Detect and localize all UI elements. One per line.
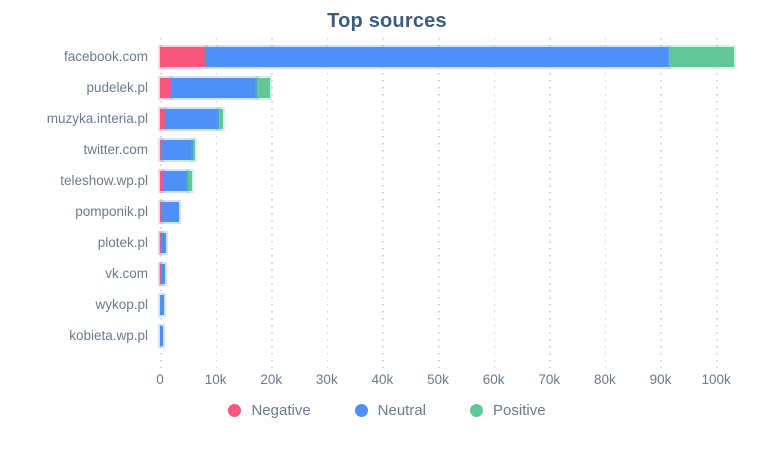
gridline-40k [382, 38, 385, 368]
x-tick-100k: 100k [701, 372, 731, 387]
category-label: kobieta.wp.pl [69, 328, 148, 343]
gridline-70k [549, 38, 551, 368]
x-tick-50k: 50k [427, 372, 449, 387]
legend-dot-negative [228, 404, 242, 417]
bar-row-vk.com: vk.com [0, 258, 774, 289]
category-label: plotek.pl [97, 235, 148, 250]
x-tick-30k: 30k [315, 372, 338, 387]
bar-segment-neutral[interactable] [160, 232, 167, 253]
gridline-80k [604, 38, 607, 368]
bar-segment-neutral[interactable] [161, 139, 193, 160]
bar-track [160, 108, 740, 129]
x-tick-80k: 80k [593, 372, 616, 387]
x-tick-60k: 60k [482, 372, 505, 387]
chart-title: Top sources [327, 10, 447, 32]
legend-label: Positive [493, 402, 546, 419]
legend-item-positive[interactable]: Positive [470, 402, 546, 419]
gridline-30k [326, 38, 329, 368]
gridline-60k [493, 38, 496, 368]
bar-track [160, 170, 740, 191]
x-tick-0: 0 [156, 372, 164, 387]
bar-segment-negative[interactable] [160, 77, 172, 98]
bar-row-pudelek.pl: pudelek.pl [0, 72, 774, 103]
bar-segment-neutral[interactable] [163, 170, 189, 191]
x-tick-10k: 10k [204, 372, 227, 387]
bar-segment-negative[interactable] [160, 108, 165, 129]
bar-rows: facebook.com pudelek.pl muzyka.interia.pl t… [0, 38, 774, 351]
category-label: pomponik.pl [75, 204, 148, 219]
bar-segment-neutral[interactable] [205, 46, 669, 67]
bar-track [160, 232, 740, 253]
bar-track [160, 263, 740, 284]
x-tick-20k: 20k [260, 372, 283, 387]
category-label: twitter.com [83, 142, 148, 157]
x-tick-70k: 70k [538, 372, 561, 387]
bar-segment-neutral[interactable] [165, 108, 219, 129]
legend-item-negative[interactable]: Negative [228, 402, 311, 419]
bar-row-facebook.com: facebook.com [0, 41, 774, 72]
bar-track [160, 77, 740, 98]
bar-row-twitter.com: twitter.com [0, 134, 774, 165]
bar-segment-negative[interactable] [160, 170, 164, 191]
bar-track [160, 139, 740, 160]
legend-item-neutral[interactable]: Neutral [354, 402, 427, 419]
bar-segment-neutral[interactable] [161, 201, 180, 222]
category-label: vk.com [105, 266, 148, 281]
category-label: muzyka.interia.pl [46, 111, 148, 126]
plot-area: facebook.com pudelek.pl muzyka.interia.pl t… [0, 38, 774, 368]
legend-dot-neutral [354, 404, 368, 417]
category-label: teleshow.wp.pl [60, 173, 148, 188]
bar-track [160, 294, 740, 315]
legend-dot-positive [470, 404, 484, 417]
bar-segment-neutral[interactable] [160, 325, 164, 346]
gridline-90k [660, 38, 663, 368]
bar-track [160, 325, 740, 346]
bar-segment-negative[interactable] [160, 232, 161, 253]
bar-segment-neutral[interactable] [160, 294, 164, 315]
bar-segment-positive[interactable] [192, 139, 196, 160]
bar-segment-positive[interactable] [188, 170, 192, 191]
gridline-50k [438, 38, 440, 368]
gridline-100k [716, 38, 718, 368]
x-tick-40k: 40k [371, 372, 394, 387]
bar-segment-positive[interactable] [218, 108, 224, 129]
bar-track [160, 46, 740, 67]
bar-track [160, 201, 740, 222]
category-label: pudelek.pl [86, 80, 148, 95]
bar-segment-negative[interactable] [160, 139, 162, 160]
bar-segment-neutral[interactable] [171, 77, 257, 98]
bar-row-wykop.pl: wykop.pl [0, 289, 774, 320]
legend-label: Negative [251, 402, 311, 419]
gridline-20k [271, 38, 273, 368]
bar-row-kobieta.wp.pl: kobieta.wp.pl [0, 320, 774, 351]
bar-segment-positive[interactable] [256, 77, 270, 98]
gridline-10k [215, 38, 218, 368]
bar-row-plotek.pl: plotek.pl [0, 227, 774, 258]
legend-label: Neutral [377, 402, 427, 419]
bar-segment-negative[interactable] [160, 201, 162, 222]
bar-segment-neutral[interactable] [160, 263, 165, 284]
x-tick-90k: 90k [649, 372, 672, 387]
legend: Negative Neutral Positive [0, 402, 774, 419]
category-label: wykop.pl [95, 297, 148, 312]
bar-row-teleshow.wp.pl: teleshow.wp.pl [0, 165, 774, 196]
x-axis: 0 10k 20k 30k 40k 50k 60k 70k 80k 90k 100k [0, 370, 774, 392]
bar-segment-negative[interactable] [160, 46, 206, 67]
bar-segment-positive[interactable] [668, 46, 734, 67]
bar-row-pomponik.pl: pomponik.pl [0, 196, 774, 227]
bar-row-muzyka.interia.pl: muzyka.interia.pl [0, 103, 774, 134]
bar-segment-negative[interactable] [160, 263, 161, 284]
category-label: facebook.com [63, 49, 148, 64]
